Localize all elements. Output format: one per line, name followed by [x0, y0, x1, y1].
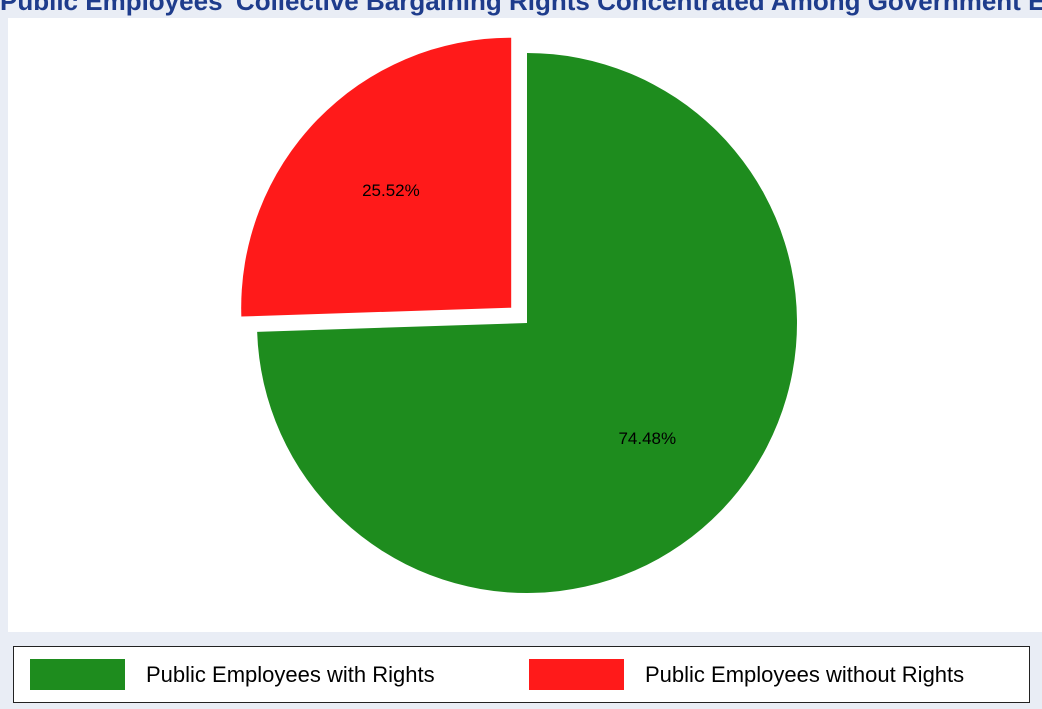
- pie-slice-without-rights: [241, 37, 512, 317]
- legend-item-without-rights: Public Employees without Rights: [529, 647, 964, 702]
- legend: Public Employees with Rights Public Empl…: [13, 646, 1030, 703]
- legend-label-without-rights: Public Employees without Rights: [645, 661, 965, 687]
- plot-region: 74.48% 25.52%: [8, 18, 1042, 632]
- legend-item-with-rights: Public Employees with Rights: [30, 647, 435, 702]
- legend-swatch-without-rights: [529, 659, 624, 690]
- legend-swatch-with-rights: [30, 659, 125, 690]
- slice-label-without-rights: 25.52%: [362, 181, 420, 200]
- legend-label-with-rights: Public Employees with Rights: [146, 661, 435, 687]
- slice-label-with-rights: 74.48%: [618, 429, 676, 448]
- pie-slice-with-rights: [257, 53, 797, 593]
- chart-title: Public Employees' Collective Bargaining …: [0, 0, 1042, 16]
- pie-chart: 74.48% 25.52%: [241, 37, 797, 593]
